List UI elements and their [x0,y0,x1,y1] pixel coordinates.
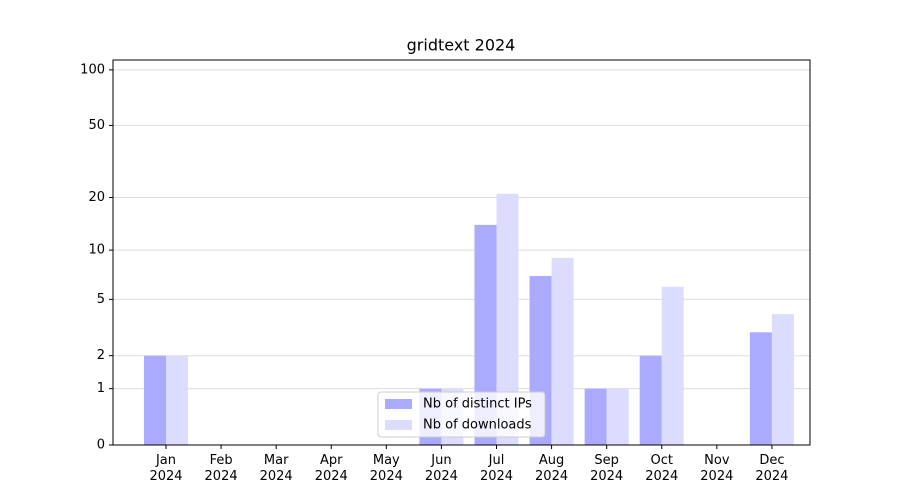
x-tick-label: Sep 2024 [590,453,624,484]
bar [551,257,574,445]
legend-swatch [385,420,412,430]
x-tick-label: Jul 2024 [479,453,514,484]
bar [166,355,189,445]
y-tick-label: 10 [88,243,105,258]
x-tick-label: Jun 2024 [424,453,458,484]
bar [496,193,519,445]
y-tick-label: 20 [88,190,105,205]
x-tick-label: Feb 2024 [204,453,238,484]
y-tick-label: 100 [80,62,105,77]
y-tick-label: 2 [97,348,105,363]
bar [661,286,684,445]
legend-label: Nb of distinct IPs [423,397,532,412]
x-tick-label: Oct 2024 [645,453,679,484]
bar [749,332,772,445]
bar [771,314,794,445]
y-tick-label: 50 [88,118,105,133]
bar [606,388,629,445]
y-tick-label: 1 [97,381,105,396]
x-tick-label: May 2024 [369,453,403,484]
bar [143,355,166,445]
x-tick-label: Aug 2024 [535,453,569,484]
x-tick-label: Apr 2024 [314,453,348,484]
legend-label: Nb of downloads [423,418,532,433]
bar [584,388,607,445]
bar [474,224,497,445]
x-tick-label: Jan 2024 [149,453,183,484]
x-tick-label: Nov 2024 [700,453,734,484]
legend-box [377,391,546,438]
x-tick-label: Mar 2024 [259,453,293,484]
legend-swatch [385,399,412,409]
x-tick-label: Dec 2024 [755,453,789,484]
y-tick-label: 0 [97,438,105,453]
bar [639,355,662,445]
y-tick-label: 5 [97,292,105,307]
plot-frame [112,59,811,446]
chart-title: gridtext 2024 [407,36,516,55]
